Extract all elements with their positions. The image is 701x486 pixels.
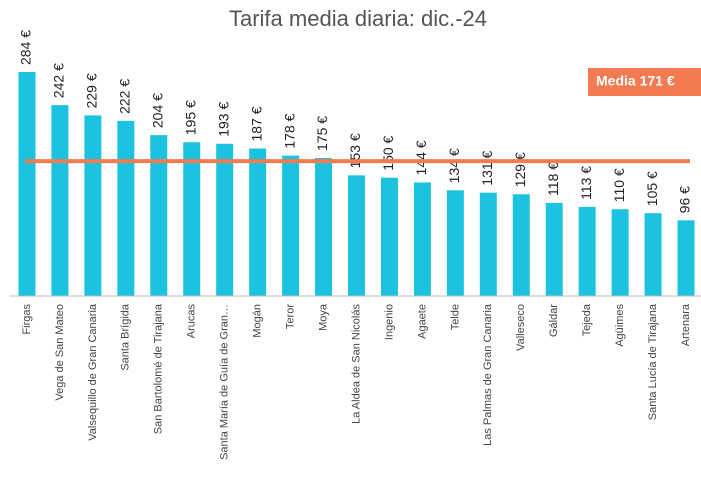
- bar: [348, 175, 365, 296]
- bar: [183, 142, 201, 296]
- value-label: 105 €: [644, 171, 660, 206]
- value-label: 195 €: [182, 100, 198, 135]
- value-label: 175 €: [314, 116, 330, 151]
- value-label: 229 €: [84, 73, 100, 108]
- value-label: 118 €: [545, 162, 561, 196]
- x-tick-label: Teror: [285, 304, 297, 329]
- value-label: 134 €: [446, 148, 462, 183]
- value-label: 150 €: [380, 135, 396, 170]
- chart-title: Tarifa media diaria: dic.-24: [229, 6, 487, 31]
- x-tick-label: Arucas: [186, 304, 198, 339]
- bar: [216, 143, 234, 296]
- bar: [479, 192, 497, 296]
- bar: [611, 209, 629, 296]
- x-tick-label: Moya: [317, 303, 329, 331]
- x-tick-label: La Aldea de San Nicolás: [350, 304, 362, 424]
- x-tick-label: San Bartolomé de Tirajana: [153, 303, 165, 434]
- x-tick-label: Agüimes: [614, 304, 626, 347]
- x-tick-label: Las Palmas de Gran Canaria: [482, 303, 494, 446]
- value-label: 284 €: [18, 30, 34, 65]
- x-tick-label: Vega de San Mateo: [54, 304, 66, 401]
- x-tick-label: Gáldar: [548, 304, 560, 337]
- x-tick-label: Firgas: [21, 304, 33, 335]
- x-tick-label: Santa Lucía de Tirajana: [647, 303, 659, 420]
- x-tick-label: Valsequillo de Gran Canaria: [87, 303, 99, 441]
- bar: [282, 155, 300, 296]
- bar: [51, 105, 69, 296]
- bar: [315, 157, 333, 296]
- value-label: 129 €: [512, 152, 528, 187]
- bar: [677, 220, 695, 296]
- bar: [578, 206, 596, 296]
- value-label: 113 €: [578, 166, 594, 200]
- bar: [117, 120, 135, 296]
- x-tick-label: Ingenio: [383, 304, 395, 340]
- value-label: 110 €: [611, 168, 627, 202]
- bar: [18, 72, 36, 296]
- reference-label: Media 171 €: [596, 73, 675, 89]
- bar: [446, 190, 464, 296]
- bar: [150, 135, 168, 296]
- x-tick-label: Agaete: [416, 304, 428, 339]
- bar: [545, 202, 563, 296]
- x-tick-label: Santa Brígida: [120, 303, 132, 371]
- bar: [644, 213, 662, 296]
- value-label: 242 €: [51, 63, 67, 98]
- value-label: 96 €: [677, 186, 693, 213]
- value-label: 222 €: [117, 79, 133, 114]
- x-tick-label: Tejeda: [581, 303, 593, 336]
- x-tick-label: Mogán: [252, 304, 264, 338]
- bar: [380, 177, 398, 296]
- x-tick-label: Santa María de Guía de Gran…: [219, 304, 231, 460]
- value-label: 204 €: [149, 93, 165, 128]
- bar: [512, 194, 530, 296]
- value-label: 178 €: [281, 113, 297, 148]
- x-tick-label: Telde: [449, 304, 461, 330]
- bar: [84, 115, 102, 297]
- bar: [413, 182, 431, 296]
- value-label: 187 €: [248, 106, 264, 141]
- x-tick-label: Valleseco: [515, 304, 527, 351]
- bar: [249, 148, 267, 296]
- value-label: 131 €: [479, 150, 495, 185]
- reference-label-box: [588, 68, 701, 96]
- x-tick-label: Artenara: [680, 303, 692, 346]
- value-label: 193 €: [215, 102, 231, 137]
- value-label: 144 €: [413, 140, 429, 175]
